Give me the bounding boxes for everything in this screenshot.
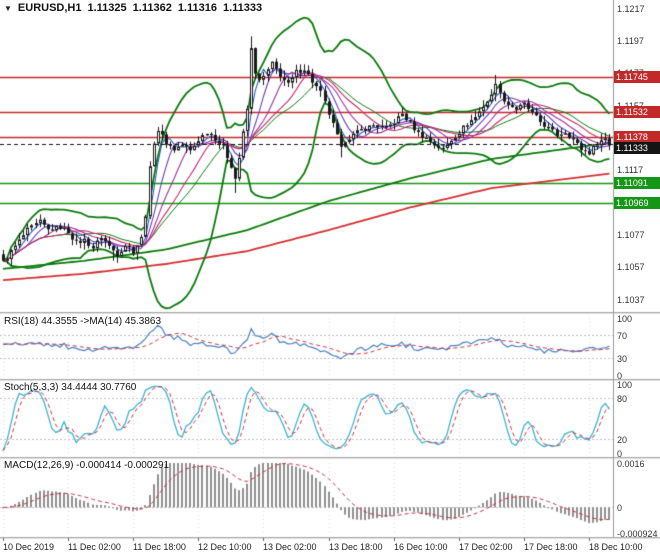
stochastic-indicator-label: Stoch(5,3,3) 34.4444 30.7760 bbox=[4, 382, 137, 393]
indicator-axis-label: -0.000924 bbox=[617, 529, 658, 539]
price-tick-label: 1.1197 bbox=[617, 36, 644, 46]
indicator-axis-label: 100 bbox=[617, 314, 633, 324]
time-label: 11 Dec 18:00 bbox=[133, 542, 186, 552]
macd-indicator-label: MACD(12,26,9) -0.000414 -0.000291 bbox=[4, 460, 170, 471]
chart-dropdown-icon[interactable]: ▼ bbox=[4, 4, 12, 13]
indicator-axis-label: 0 bbox=[617, 503, 623, 513]
price-tick-label: 1.1117 bbox=[617, 165, 644, 175]
ohlc-open: 1.11325 bbox=[87, 2, 127, 14]
indicator-axis-label: 80 bbox=[617, 394, 628, 404]
price-level-badge: 1.11333 bbox=[614, 142, 660, 154]
time-label: 12 Dec 10:00 bbox=[198, 542, 252, 552]
price-tick-label: 1.1037 bbox=[617, 295, 645, 305]
time-label: 11 Dec 02:00 bbox=[68, 542, 121, 552]
price-level-badge[interactable]: 1.11378 bbox=[614, 131, 660, 143]
price-level-badge[interactable]: 1.11091 bbox=[614, 177, 660, 189]
indicator-axis-label: 20 bbox=[617, 435, 628, 445]
indicator-axis-label: 100 bbox=[617, 380, 633, 390]
price-level-badge[interactable]: 1.10969 bbox=[614, 197, 660, 209]
indicator-axis-label: 0 bbox=[617, 371, 623, 381]
price-level-badge[interactable]: 1.11532 bbox=[614, 106, 660, 118]
ohlc-low: 1.11316 bbox=[177, 2, 217, 14]
time-label: 17 Dec 18:00 bbox=[524, 542, 578, 552]
indicator-axis-label: 30 bbox=[617, 354, 628, 364]
price-tick-label: 1.1077 bbox=[617, 230, 645, 240]
price-level-badge[interactable]: 1.11745 bbox=[614, 71, 660, 83]
time-label: 10 Dec 2019 bbox=[3, 542, 55, 552]
chart-symbol-timeframe: EURUSD,H1 bbox=[17, 2, 82, 14]
ohlc-close: 1.11333 bbox=[222, 2, 263, 14]
indicator-axis-label: 0 bbox=[617, 449, 623, 459]
time-label: 17 Dec 02:00 bbox=[459, 542, 513, 552]
ohlc-high: 1.11362 bbox=[132, 2, 172, 14]
time-label: 13 Dec 02:00 bbox=[263, 542, 317, 552]
rsi-indicator-label: RSI(18) 44.3555 ->MA(14) 45.3863 bbox=[4, 316, 162, 327]
price-tick-label: 1.1057 bbox=[617, 262, 645, 272]
indicator-axis-label: 0.0016 bbox=[617, 459, 645, 469]
indicator-axis-label: 70 bbox=[617, 331, 628, 341]
time-label: 16 Dec 10:00 bbox=[394, 542, 448, 552]
time-label: 18 Dec 10:00 bbox=[589, 542, 643, 552]
chart-title: ▼ EURUSD,H1 1.11325 1.11362 1.11316 1.11… bbox=[4, 2, 262, 14]
price-tick-label: 1.1217 bbox=[617, 4, 645, 14]
time-label: 13 Dec 18:00 bbox=[329, 542, 383, 552]
